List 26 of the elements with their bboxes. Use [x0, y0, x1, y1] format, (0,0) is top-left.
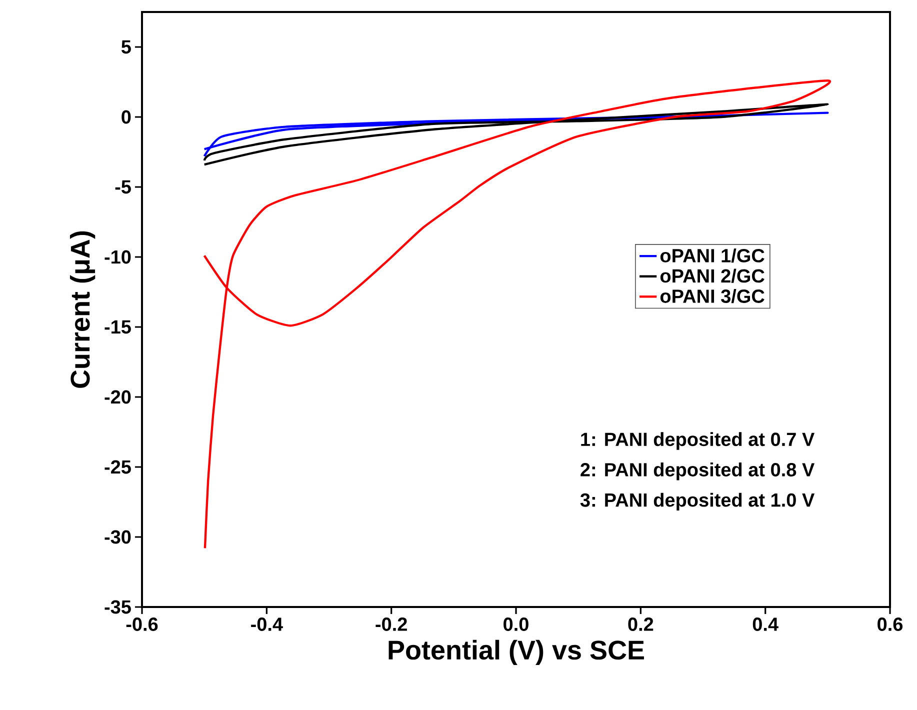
x-tick-label: 0.2 — [628, 618, 654, 631]
x-tick-label: -0.2 — [376, 618, 407, 631]
x-tick-label: -0.6 — [126, 618, 158, 631]
y-axis-title: Current (μA) — [70, 231, 96, 388]
x-tick-label: -0.4 — [251, 618, 283, 631]
y-tick-label: -35 — [104, 600, 131, 614]
x-axis-title: Potential (V) vs SCE — [388, 640, 644, 666]
x-tick-label: 0.6 — [878, 618, 903, 631]
y-tick-label: -5 — [115, 180, 131, 194]
x-tick-label: 0.0 — [504, 618, 528, 631]
line-series — [203, 103, 829, 166]
annotation: 1: PANI deposited at 0.7 V — [581, 432, 815, 450]
y-tick-label: -25 — [104, 460, 131, 474]
legend-label: oPANI 3/GC — [660, 288, 764, 304]
y-tick-label: 0 — [122, 110, 131, 124]
y-tick-label: 5 — [121, 40, 131, 54]
x-tick-label: 0.4 — [752, 618, 778, 631]
y-tick-label: -15 — [104, 320, 131, 334]
y-tick-label: -10 — [104, 250, 131, 264]
y-tick-label: -30 — [104, 530, 131, 544]
line-series — [203, 112, 829, 158]
annotation: 2: PANI deposited at 0.8 V — [580, 462, 815, 480]
annotation: 3: PANI deposited at 1.0 V — [580, 492, 815, 511]
legend-label: oPANI 1/GC — [660, 248, 764, 263]
legend-label: oPANI 2/GC — [660, 268, 764, 283]
y-tick-label: -20 — [104, 390, 131, 404]
